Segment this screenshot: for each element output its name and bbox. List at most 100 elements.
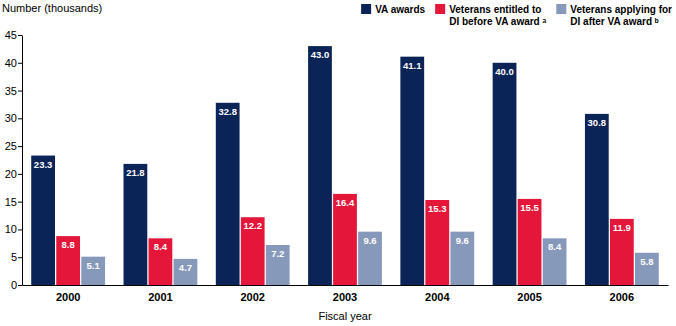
y-tick-mark <box>18 229 22 230</box>
y-tick-label: 35 <box>5 85 17 97</box>
data-label: 15.5 <box>520 202 539 213</box>
data-label: 11.9 <box>613 222 631 233</box>
legend-swatch <box>435 4 445 14</box>
bar <box>425 200 449 285</box>
bar <box>400 57 424 285</box>
data-label: 5.8 <box>640 256 653 267</box>
data-label: 9.6 <box>363 235 376 246</box>
x-tick-label: 2002 <box>240 291 264 303</box>
legend-label: Veterans entitled toDI before VA award ᵃ <box>449 4 546 27</box>
y-tick: 10 <box>5 223 22 235</box>
x-tick: 2001 <box>148 285 172 303</box>
y-tick: 15 <box>5 196 22 208</box>
data-label: 8.8 <box>62 239 75 250</box>
data-label: 21.8 <box>126 167 145 178</box>
x-tick: 2003 <box>333 285 357 303</box>
legend-item: Veterans entitled toDI before VA award ᵃ <box>435 4 546 27</box>
data-label: 5.1 <box>87 260 101 271</box>
data-label: 23.3 <box>34 159 53 170</box>
y-tick: 30 <box>5 112 22 124</box>
data-label: 30.8 <box>588 117 607 128</box>
chart: 23.3 21.8 32.8 43.0 41.1 40.0 30.8 8.8 8.4 12.2 16… <box>0 0 676 326</box>
x-tick: 2005 <box>517 285 541 303</box>
legend-swatch <box>556 4 566 14</box>
data-label: 32.8 <box>218 106 237 117</box>
y-tick-mark <box>18 63 22 64</box>
x-tick: 2002 <box>240 285 264 303</box>
y-tick-label: 15 <box>5 196 17 208</box>
y-tick-mark <box>18 285 22 286</box>
x-tick: 2000 <box>56 285 80 303</box>
legend-item: Veterans applying forDI after VA award ᵇ <box>556 4 672 27</box>
bar-series <box>56 194 633 285</box>
bar <box>31 156 55 285</box>
y-tick: 25 <box>5 140 22 152</box>
data-label: 8.4 <box>154 241 168 252</box>
bar <box>450 232 474 285</box>
y-tick-label: 10 <box>5 223 17 235</box>
bars <box>31 46 659 285</box>
y-axis-line <box>22 36 23 286</box>
legend-swatch <box>361 4 371 14</box>
data-label: 7.2 <box>271 248 284 259</box>
legend-label: VA awards <box>375 4 425 15</box>
y-tick: 45 <box>5 29 22 41</box>
bar <box>81 257 105 285</box>
data-label: 12.2 <box>243 220 262 231</box>
y-tick-mark <box>18 146 22 147</box>
x-axis-line <box>23 285 669 286</box>
data-label: 15.3 <box>428 203 447 214</box>
bar <box>358 232 382 285</box>
x-axis: 2000 2001 2002 2003 2004 2005 2006 <box>23 285 669 303</box>
bar <box>333 194 357 285</box>
plot-area: 23.3 21.8 32.8 43.0 41.1 40.0 30.8 8.8 8.4 12.2 16… <box>5 29 669 303</box>
legend-label: Veterans applying forDI after VA award ᵇ <box>570 4 672 27</box>
data-label: 43.0 <box>311 49 330 60</box>
bar <box>266 245 290 285</box>
y-tick: 35 <box>5 85 22 97</box>
data-label: 40.0 <box>495 66 514 77</box>
x-tick-label: 2005 <box>517 291 541 303</box>
data-label: 4.7 <box>179 262 192 273</box>
bar <box>610 219 634 285</box>
y-tick-mark <box>18 202 22 203</box>
data-label: 8.4 <box>548 241 562 252</box>
y-tick-label: 5 <box>11 251 17 263</box>
bar <box>543 238 567 285</box>
data-label: 9.6 <box>456 235 469 246</box>
y-tick-label: 25 <box>5 140 17 152</box>
x-tick-label: 2003 <box>333 291 357 303</box>
y-axis: 0 5 10 15 20 25 30 35 40 45 <box>5 29 23 291</box>
data-labels: 23.3 21.8 32.8 43.0 41.1 40.0 30.8 8.8 8.4 12.2 16… <box>34 49 654 273</box>
y-tick-label: 20 <box>5 168 17 180</box>
y-tick-mark <box>18 174 22 175</box>
legend-item: VA awards <box>361 4 425 15</box>
data-label: 41.1 <box>403 60 422 71</box>
y-tick: 5 <box>11 251 22 263</box>
bar <box>124 164 148 285</box>
bar <box>635 253 659 285</box>
x-tick-label: 2001 <box>148 291 172 303</box>
bar-series <box>31 46 608 285</box>
y-tick: 40 <box>5 57 22 69</box>
y-tick-label: 45 <box>5 29 17 41</box>
bar-series <box>81 232 658 285</box>
data-label: 16.4 <box>336 197 355 208</box>
bar <box>308 46 332 285</box>
x-tick-label: 2000 <box>56 291 80 303</box>
bar <box>241 217 265 285</box>
bar <box>216 103 240 285</box>
x-axis-title: Fiscal year <box>318 310 372 322</box>
y-tick-mark <box>18 118 22 119</box>
y-tick-label: 40 <box>5 57 17 69</box>
y-tick-label: 0 <box>11 279 17 291</box>
y-tick-mark <box>18 91 22 92</box>
y-tick: 0 <box>11 279 22 291</box>
x-tick-label: 2004 <box>425 291 450 303</box>
bar <box>518 199 542 285</box>
y-tick-label: 30 <box>5 112 17 124</box>
x-tick: 2006 <box>610 285 634 303</box>
y-tick: 20 <box>5 168 22 180</box>
legend: VA awards Veterans entitled toDI before V… <box>361 4 672 27</box>
y-axis-title: Number (thousands) <box>2 2 102 14</box>
